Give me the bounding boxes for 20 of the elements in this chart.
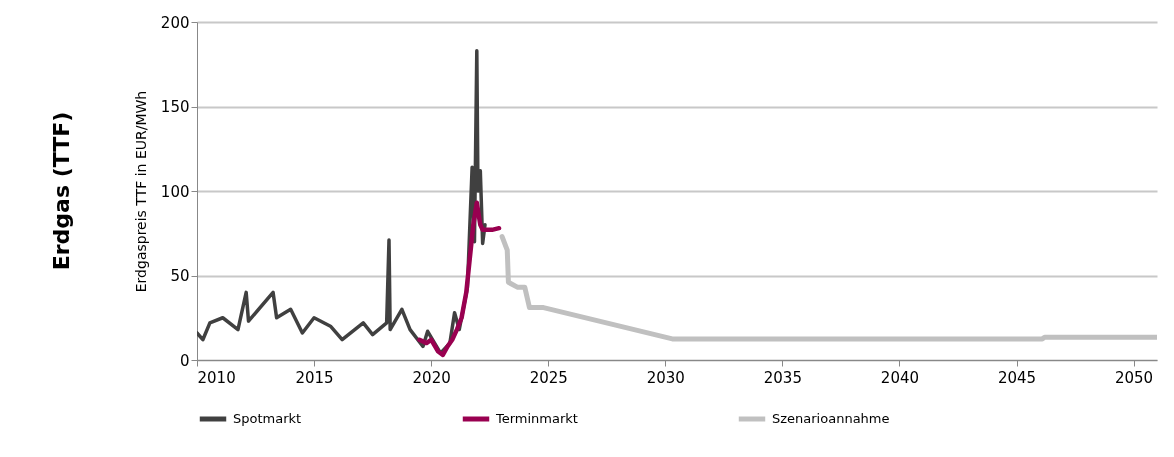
y-tick-label: 200 bbox=[160, 13, 190, 32]
y-axis-title: Erdgaspreis TTF in EUR/MWh bbox=[132, 90, 149, 293]
x-tick-label: 2030 bbox=[646, 368, 685, 387]
y-tick-label: 0 bbox=[179, 351, 190, 370]
x-tick-label: 2045 bbox=[997, 368, 1037, 387]
x-tick-label: 2015 bbox=[295, 368, 334, 387]
y-tick-label: 150 bbox=[160, 98, 190, 116]
x-tick-label: 2010 bbox=[197, 368, 236, 387]
y-tick-label: 50 bbox=[170, 267, 190, 285]
x-tick-label: 2020 bbox=[412, 368, 451, 387]
x-tick-label: 2035 bbox=[763, 368, 802, 387]
text: Erdgas (TTF) bbox=[49, 111, 75, 271]
line-series bbox=[417, 200, 502, 358]
legend-label: Terminmarkt bbox=[495, 411, 578, 426]
x-tick-label: 2050 bbox=[1114, 368, 1154, 387]
y-tick-label: 100 bbox=[160, 182, 190, 201]
x-tick-label: 2025 bbox=[529, 368, 568, 387]
legend-label: Spotmarkt bbox=[233, 411, 302, 426]
x-tick-label: 2040 bbox=[880, 368, 920, 387]
legend-label: Szenarioannahme bbox=[772, 411, 890, 426]
